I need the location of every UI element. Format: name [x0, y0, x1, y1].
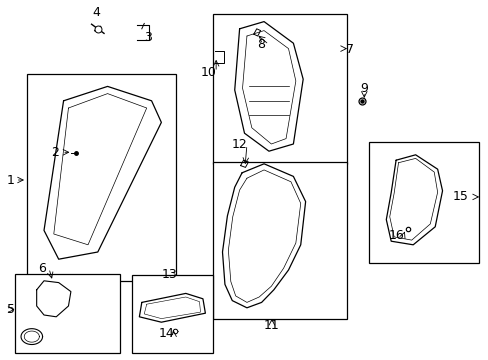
Text: 3: 3: [143, 31, 151, 44]
Text: 7: 7: [345, 43, 353, 56]
Text: 12: 12: [231, 138, 247, 151]
Text: 1: 1: [7, 174, 15, 186]
Text: 10: 10: [201, 66, 216, 78]
FancyBboxPatch shape: [212, 162, 346, 319]
Text: 5: 5: [7, 303, 15, 316]
FancyBboxPatch shape: [15, 274, 120, 353]
FancyBboxPatch shape: [132, 275, 212, 353]
Text: 6: 6: [38, 262, 45, 275]
Text: 9: 9: [360, 82, 367, 95]
Text: 14: 14: [158, 327, 174, 340]
Text: 11: 11: [264, 319, 279, 332]
Text: 4: 4: [92, 6, 100, 19]
Text: 2: 2: [51, 146, 59, 159]
FancyBboxPatch shape: [212, 14, 346, 164]
FancyBboxPatch shape: [368, 142, 478, 263]
Text: 13: 13: [161, 268, 177, 281]
Text: 15: 15: [452, 190, 468, 203]
Text: 8: 8: [257, 38, 265, 51]
Text: 16: 16: [387, 229, 403, 242]
FancyBboxPatch shape: [27, 74, 176, 281]
